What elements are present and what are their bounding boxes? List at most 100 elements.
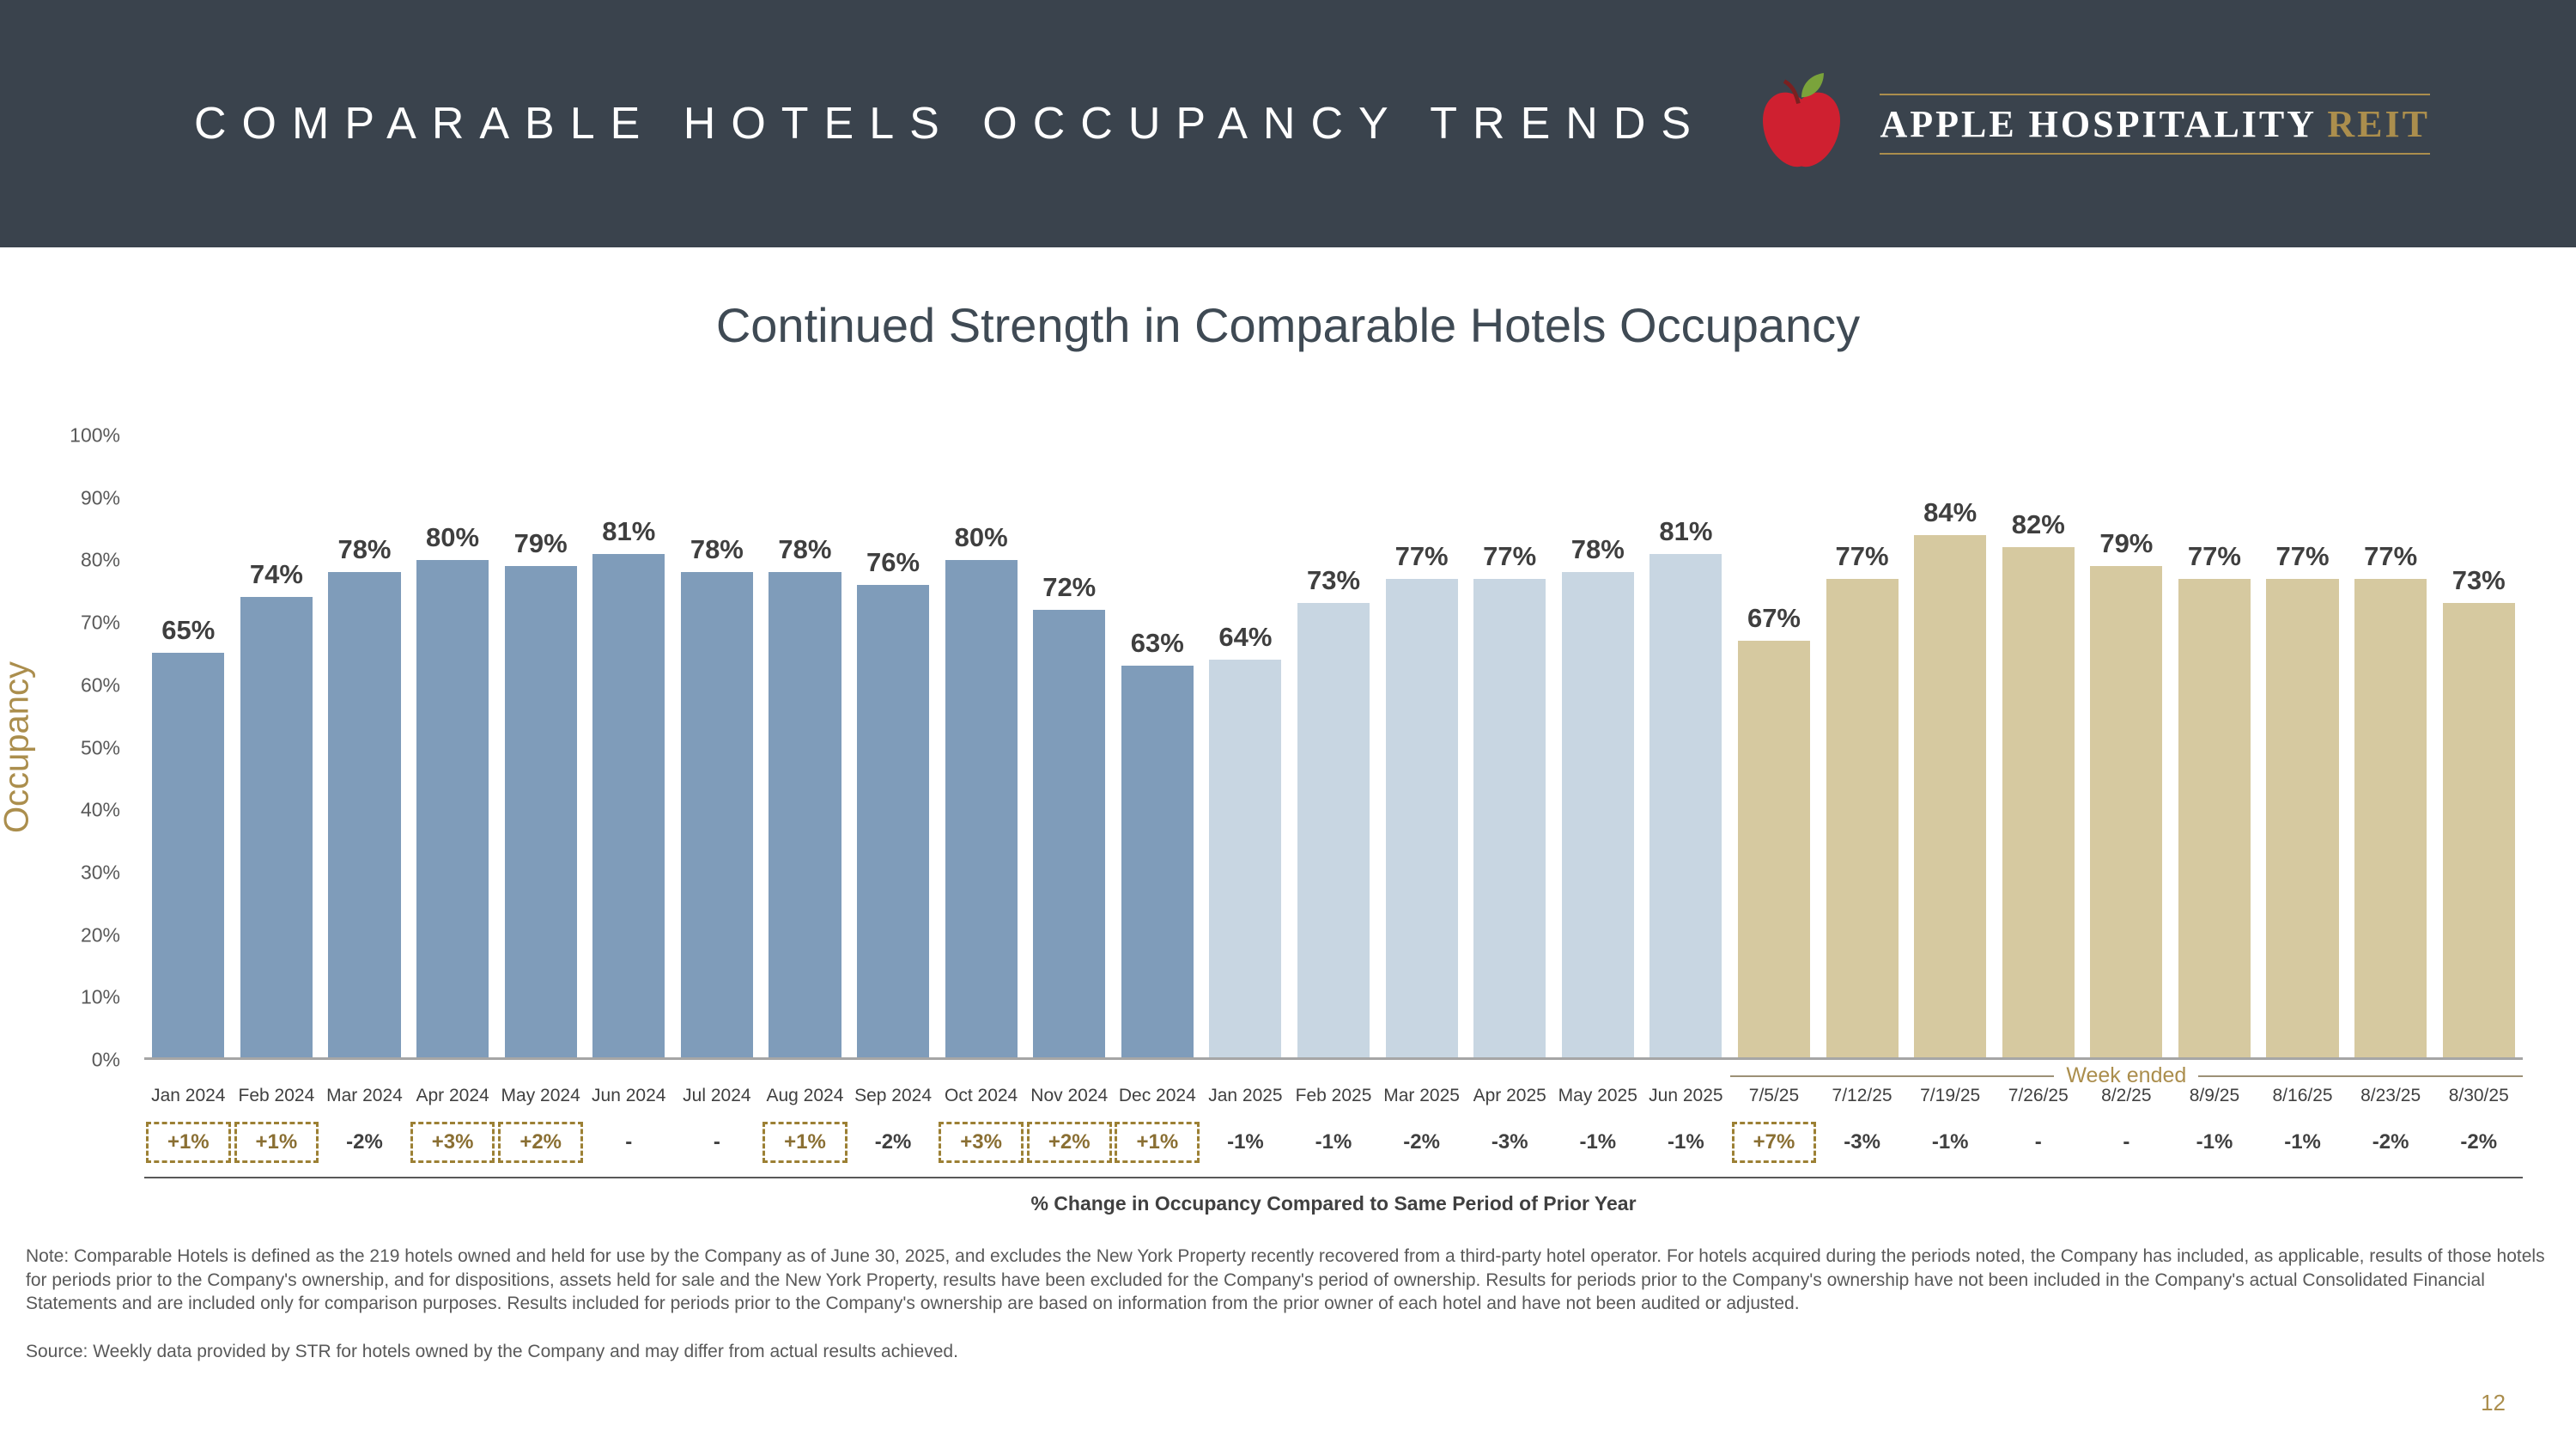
bar-column: 81% [1642, 435, 1730, 1057]
x-axis-label: Jan 2025 [1208, 1086, 1283, 1105]
bar-column: 78% [673, 435, 762, 1057]
x-axis-label: 7/19/25 [1920, 1086, 1981, 1105]
x-axis-label: 7/5/25 [1748, 1086, 1800, 1105]
pct-change-cell: +2% [496, 1122, 585, 1163]
bar-column: 77% [2347, 435, 2435, 1057]
bar [152, 653, 225, 1057]
x-axis-label: 7/12/25 [1832, 1086, 1893, 1105]
bar-column: 65% [144, 435, 233, 1057]
pct-change-value: -1% [2196, 1130, 2233, 1154]
pct-change-cell: +1% [1114, 1122, 1202, 1163]
y-tick-label: 100% [70, 423, 120, 447]
x-axis-label: Dec 2024 [1118, 1086, 1196, 1105]
week-ended-line-right [2198, 1075, 2523, 1077]
x-axis-label: 8/16/25 [2272, 1086, 2333, 1105]
bar [240, 597, 313, 1057]
pct-change-cell: - [585, 1123, 673, 1162]
pct-change-cell: +7% [1730, 1122, 1819, 1163]
bar-column: 77% [1818, 435, 1906, 1057]
pct-change-row: +1% +1% -2% +3% +2% - - +1% -2% +3% +2% +1% -1% -1% -2… [144, 1122, 2523, 1178]
pct-change-value-boxed: +1% [762, 1122, 848, 1163]
pct-change-value: -2% [1403, 1130, 1440, 1154]
bar-value-label: 82% [2011, 509, 2065, 540]
pct-change-value: -1% [1931, 1130, 1969, 1154]
bar [2002, 547, 2075, 1057]
y-axis-tick-labels: 100% 90% 80% 70% 60% 50% 40% 30% 20% 10% 0% [15, 424, 120, 1071]
y-tick-label: 10% [80, 985, 120, 1008]
footnote: Note: Comparable Hotels is defined as th… [26, 1246, 2545, 1314]
pct-change-cell: +1% [233, 1122, 321, 1163]
bar-value-label: 81% [1659, 515, 1713, 546]
bar-value-label: 77% [2364, 540, 2418, 571]
pct-change-value-boxed: +1% [1115, 1122, 1200, 1163]
pct-change-value: - [2034, 1130, 2042, 1154]
bar-value-label: 74% [249, 559, 303, 590]
pct-change-value: -3% [1844, 1130, 1880, 1154]
bar-column: 64% [1201, 435, 1290, 1057]
x-axis-label: May 2025 [1558, 1086, 1637, 1105]
bar [769, 572, 841, 1057]
pct-change-value: - [713, 1130, 720, 1154]
pct-change-cell: +2% [1025, 1122, 1114, 1163]
pct-change-value: -3% [1491, 1130, 1528, 1154]
bar-value-label: 73% [2451, 565, 2506, 596]
pct-change-cell: -2% [1377, 1123, 1466, 1162]
bar-column: 84% [1906, 435, 1995, 1057]
bar-value-label: 65% [161, 615, 216, 646]
bar-value-label: 79% [513, 528, 568, 559]
bar [1297, 603, 1370, 1057]
bar-column: 80% [409, 435, 497, 1057]
x-axis-label: Jul 2024 [683, 1086, 751, 1105]
bar-value-label: 64% [1218, 621, 1273, 652]
pct-change-cell: -2% [849, 1123, 938, 1162]
y-tick-label: 0% [91, 1048, 120, 1071]
x-axis-label: 8/2/25 [2101, 1086, 2152, 1105]
bar [504, 566, 577, 1057]
pct-change-value: -1% [2284, 1130, 2321, 1154]
bar-value-label: 77% [1835, 540, 1889, 571]
pct-change-cell: +1% [144, 1122, 233, 1163]
y-tick-label: 90% [80, 486, 120, 509]
x-axis-label: Oct 2024 [945, 1086, 1018, 1105]
pct-change-cell: -1% [1201, 1123, 1290, 1162]
pct-change-value: -2% [2372, 1130, 2409, 1154]
bar-value-label: 78% [778, 534, 832, 565]
bar-column: 74% [233, 435, 321, 1057]
bar [416, 559, 489, 1057]
week-ended-bracket: Week ended [1729, 1063, 2523, 1088]
bar-column: 80% [937, 435, 1025, 1057]
y-tick-label: 60% [80, 673, 120, 697]
bar-column: 81% [585, 435, 673, 1057]
pct-change-value: -1% [1579, 1130, 1617, 1154]
page-number: 12 [2481, 1390, 2506, 1416]
bar-value-label: 80% [954, 521, 1008, 552]
pct-change-value: - [625, 1130, 633, 1154]
pct-change-value-boxed: +1% [145, 1122, 231, 1163]
bar-column: 79% [2082, 435, 2171, 1057]
bar [1033, 609, 1106, 1057]
bar [1473, 578, 1546, 1057]
pct-change-value-boxed: +7% [1731, 1122, 1817, 1163]
x-axis-label: 7/26/25 [2008, 1086, 2069, 1105]
brand-wordmark: APPLE HOSPITALITY REIT [1880, 93, 2430, 155]
bar-value-label: 81% [602, 515, 656, 546]
bar-value-label: 77% [2187, 540, 2241, 571]
x-axis-label: Mar 2025 [1383, 1086, 1460, 1105]
x-axis-label: Apr 2025 [1473, 1086, 1546, 1105]
bar-column: 73% [1290, 435, 1378, 1057]
pct-change-cell: -2% [2347, 1123, 2435, 1162]
x-axis-label: Jun 2025 [1649, 1086, 1723, 1105]
bar [1561, 572, 1634, 1057]
bar [2442, 603, 2515, 1057]
pct-change-cell: +3% [409, 1122, 497, 1163]
bar-value-label: 78% [337, 534, 392, 565]
bar-column: 78% [1554, 435, 1643, 1057]
bar-column: 72% [1025, 435, 1114, 1057]
bar-column: 63% [1114, 435, 1202, 1057]
chart-title: Continued Strength in Comparable Hotels … [715, 298, 1861, 352]
bar [680, 572, 753, 1057]
bar [2354, 578, 2427, 1057]
pct-change-cell: +1% [761, 1122, 849, 1163]
x-axis-label: Feb 2025 [1295, 1086, 1372, 1105]
pct-change-value: -2% [346, 1130, 383, 1154]
